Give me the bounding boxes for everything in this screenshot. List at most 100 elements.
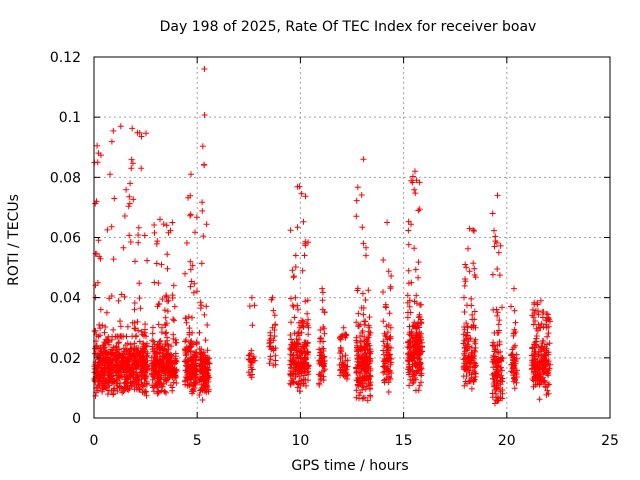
data-point [138,372,145,379]
data-point [418,365,425,372]
data-point [193,214,200,221]
data-point [540,324,547,330]
data-point [97,332,103,339]
data-point [321,366,328,373]
data-point [199,397,206,403]
data-point [380,257,387,263]
data-point [164,308,171,315]
data-point [183,337,190,343]
data-point [116,339,122,346]
data-point [150,338,157,345]
data-point [95,150,102,157]
data-point [102,336,109,343]
data-point [246,303,253,310]
data-point [408,177,415,184]
data-point-max [269,294,276,301]
data-point [92,350,99,357]
data-point [156,338,163,345]
data-point [546,381,553,388]
data-point [511,385,518,392]
data-point [542,353,549,359]
x-tick-label: 0 [90,433,99,449]
y-tick-label: 0.08 [50,170,81,186]
data-point [413,177,420,184]
data-point [461,294,467,301]
data-point [532,318,539,324]
data-point [534,373,541,380]
data-point [545,390,552,397]
data-point [540,309,547,315]
data-point [131,340,138,347]
data-point [127,239,134,245]
grid-lines [94,57,610,418]
data-point [165,297,172,304]
data-point [411,186,418,193]
data-point [353,365,360,372]
data-point [387,335,394,342]
data-point [204,347,211,354]
data-point-max [494,192,501,199]
data-point [133,378,139,385]
data-point [288,295,294,302]
data-point [301,252,308,259]
data-point [287,380,294,387]
data-point [270,307,277,314]
data-point [272,322,279,329]
data-point [150,324,156,331]
data-point [100,342,106,349]
data-point [106,382,113,389]
data-point [380,338,387,345]
data-point [386,352,393,359]
data-point [462,366,469,372]
data-points [91,66,554,407]
data-point [531,353,538,360]
data-point [469,367,476,374]
data-point [293,341,300,348]
data-point [490,356,497,363]
data-point [144,363,150,370]
data-point [529,312,536,319]
data-point [126,193,133,200]
data-point [101,365,108,372]
data-point [162,341,169,348]
data-point [288,319,294,326]
y-tick-label: 0.04 [50,291,81,307]
data-point [155,388,162,395]
data-point [410,344,417,351]
data-point [187,212,194,219]
y-axis-label: ROTI / TECUs [6,194,22,286]
data-point [131,362,138,369]
data-point [406,366,413,373]
data-point [132,325,139,332]
data-point [472,363,479,370]
data-point [510,359,516,366]
x-tick-label: 10 [291,433,309,449]
data-point [419,339,425,346]
data-point [189,386,196,393]
data-point [320,338,327,345]
data-point [204,384,211,390]
data-point [319,354,326,361]
data-point [493,239,500,246]
data-point [106,338,112,344]
data-point [291,330,298,337]
data-point [107,355,114,362]
data-point [162,321,169,328]
data-point [295,329,302,336]
data-point [149,330,156,337]
data-point [123,347,130,354]
data-point [139,331,146,338]
data-point [490,364,497,371]
data-point [151,374,158,381]
data-point [164,265,171,272]
data-point [410,379,417,385]
data-point [98,364,105,371]
data-point [386,310,393,317]
data-point [186,382,193,389]
data-point [405,309,411,316]
data-point [271,312,278,319]
data-point [510,332,517,339]
data-point-max [319,285,326,292]
data-point [471,228,478,234]
data-point [495,321,502,328]
